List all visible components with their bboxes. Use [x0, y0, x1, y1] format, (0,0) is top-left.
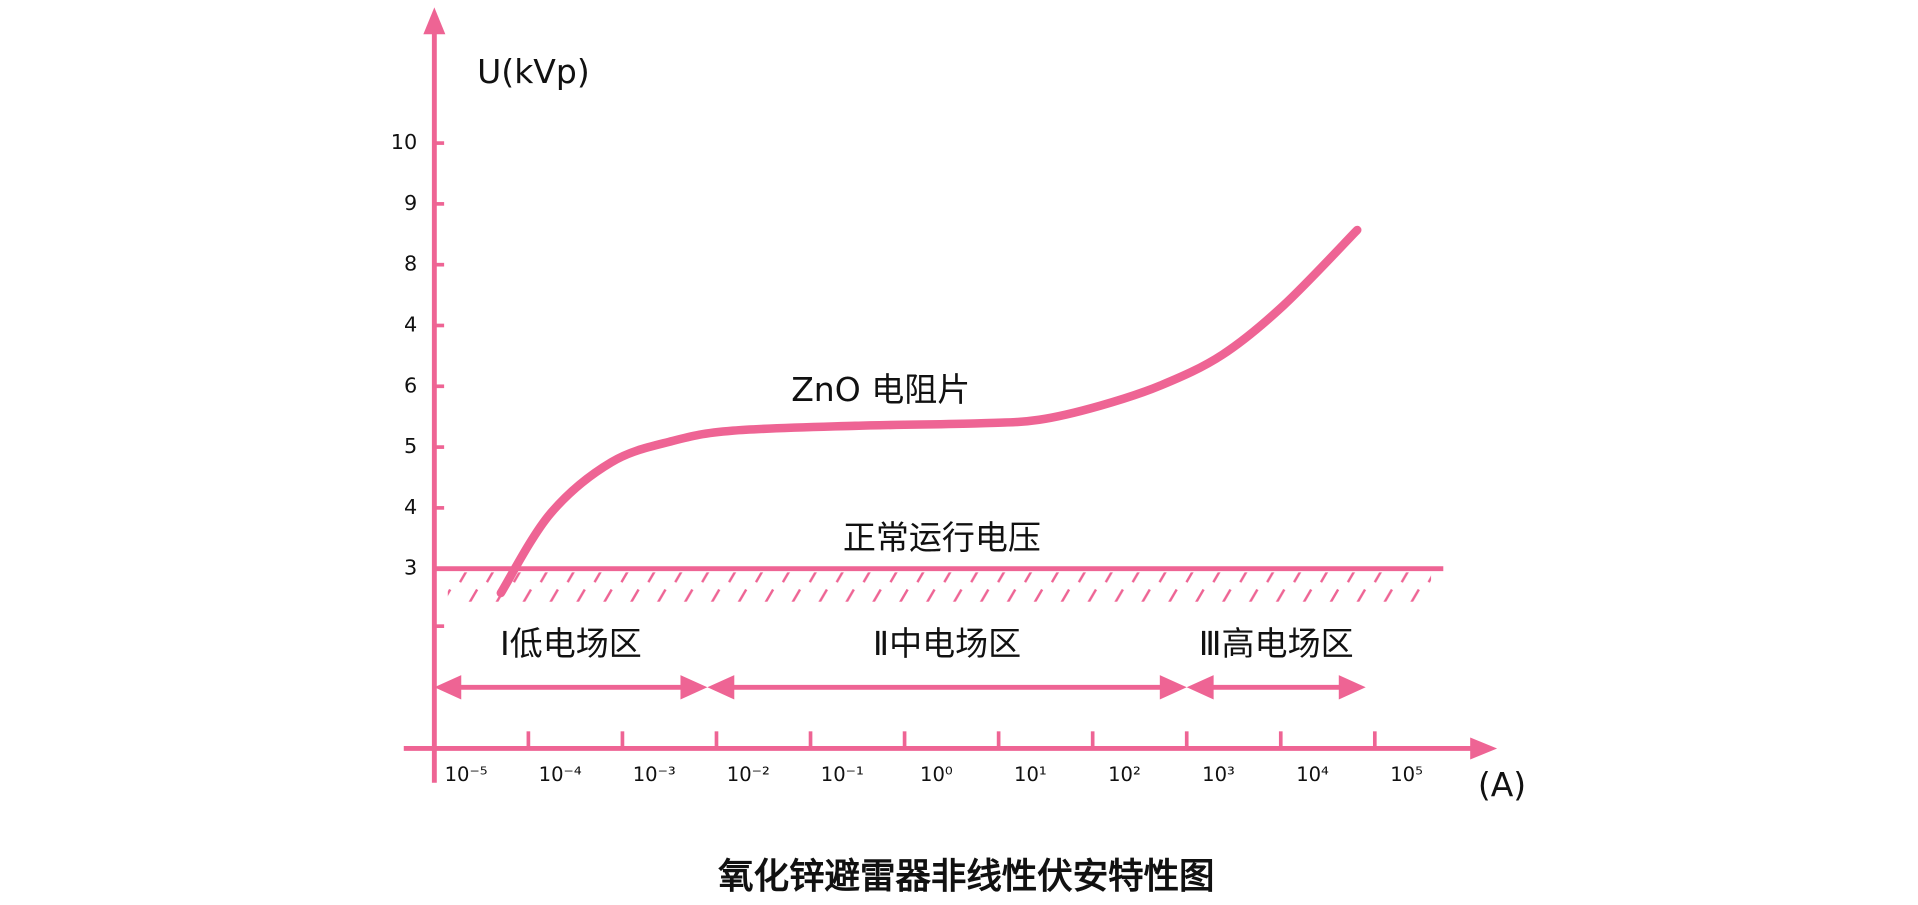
region-label: Ⅲ高电场区	[1199, 624, 1354, 663]
y-tick-label: 4	[404, 312, 417, 336]
region-arrow	[434, 675, 462, 700]
y-tick-label: 9	[404, 191, 417, 215]
y-tick-label: 3	[404, 556, 417, 580]
x-tick-label: 10⁻²	[727, 763, 770, 786]
x-tick-label: 10⁰	[920, 763, 953, 786]
x-tick-label: 10⁻³	[633, 763, 676, 786]
region-arrow	[707, 675, 735, 700]
y-tick-label: 10	[391, 130, 417, 154]
series-label: ZnO 电阻片	[791, 370, 970, 409]
x-tick-label: 10⁵	[1390, 763, 1423, 786]
chart-title: 氧化锌避雷器非线性伏安特性图	[718, 856, 1214, 897]
y-tick-label: 8	[404, 252, 417, 276]
x-tick-label: 10¹	[1014, 763, 1047, 786]
y-axis-arrow	[423, 7, 446, 35]
region-arrow	[1159, 675, 1187, 700]
region-label: Ⅰ低电场区	[500, 624, 642, 663]
x-tick-label: 10⁴	[1296, 763, 1329, 786]
y-tick-label: 6	[404, 373, 417, 397]
region-arrow	[680, 675, 708, 700]
hatching	[447, 572, 1432, 602]
reference-label: 正常运行电压	[843, 518, 1041, 557]
region-arrow	[1186, 675, 1214, 700]
curve	[496, 225, 1362, 598]
y-tick-label: 4	[404, 495, 417, 519]
y-tick-label: 5	[404, 434, 417, 458]
x-tick-label: 10⁻⁴	[539, 763, 582, 786]
x-tick-label: 10²	[1108, 763, 1141, 786]
x-axis-arrow	[1470, 737, 1498, 760]
region-label: Ⅱ中电场区	[873, 624, 1021, 663]
y-axis-label: U(kVp)	[477, 52, 590, 91]
x-tick-label: 10³	[1202, 763, 1235, 786]
x-tick-label: 10⁻¹	[821, 763, 864, 786]
x-axis-label: (A)	[1478, 765, 1526, 804]
x-tick-label: 10⁻⁵	[445, 763, 488, 786]
region-arrow	[1338, 675, 1366, 700]
